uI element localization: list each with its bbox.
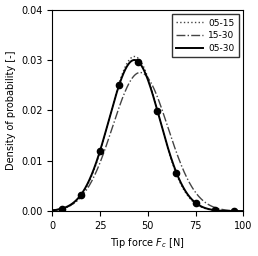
05-30 — [182, 186, 185, 189]
05-15 — [51, 209, 54, 212]
15-30 — [203, 201, 206, 204]
15-30 — [182, 169, 185, 172]
05-15 — [182, 188, 185, 191]
05-30 — [128, 61, 131, 64]
15-30 — [128, 81, 131, 84]
05-15 — [135, 56, 138, 59]
05-30 — [200, 205, 203, 208]
05-15 — [200, 206, 203, 209]
05-30 — [70, 202, 73, 206]
15-30 — [51, 209, 54, 212]
Line: 05-30: 05-30 — [52, 60, 243, 211]
Line: 05-15: 05-15 — [52, 57, 243, 211]
05-30 — [51, 209, 54, 212]
05-15 — [242, 210, 245, 213]
05-30 — [133, 58, 136, 61]
05-30 — [203, 206, 206, 209]
15-30 — [242, 209, 245, 212]
05-15 — [133, 55, 136, 58]
15-30 — [70, 203, 73, 206]
05-15 — [128, 58, 131, 61]
Y-axis label: Density of probability [-]: Density of probability [-] — [6, 51, 15, 170]
Line: 15-30: 15-30 — [52, 72, 243, 211]
05-30 — [135, 59, 138, 62]
15-30 — [139, 71, 142, 74]
05-15 — [203, 207, 206, 210]
05-30 — [242, 210, 245, 213]
15-30 — [200, 198, 203, 201]
15-30 — [135, 72, 138, 75]
Legend: 05-15, 15-30, 05-30: 05-15, 15-30, 05-30 — [172, 14, 239, 57]
X-axis label: Tip force $F_c$ [N]: Tip force $F_c$ [N] — [110, 237, 185, 250]
05-15 — [70, 203, 73, 206]
